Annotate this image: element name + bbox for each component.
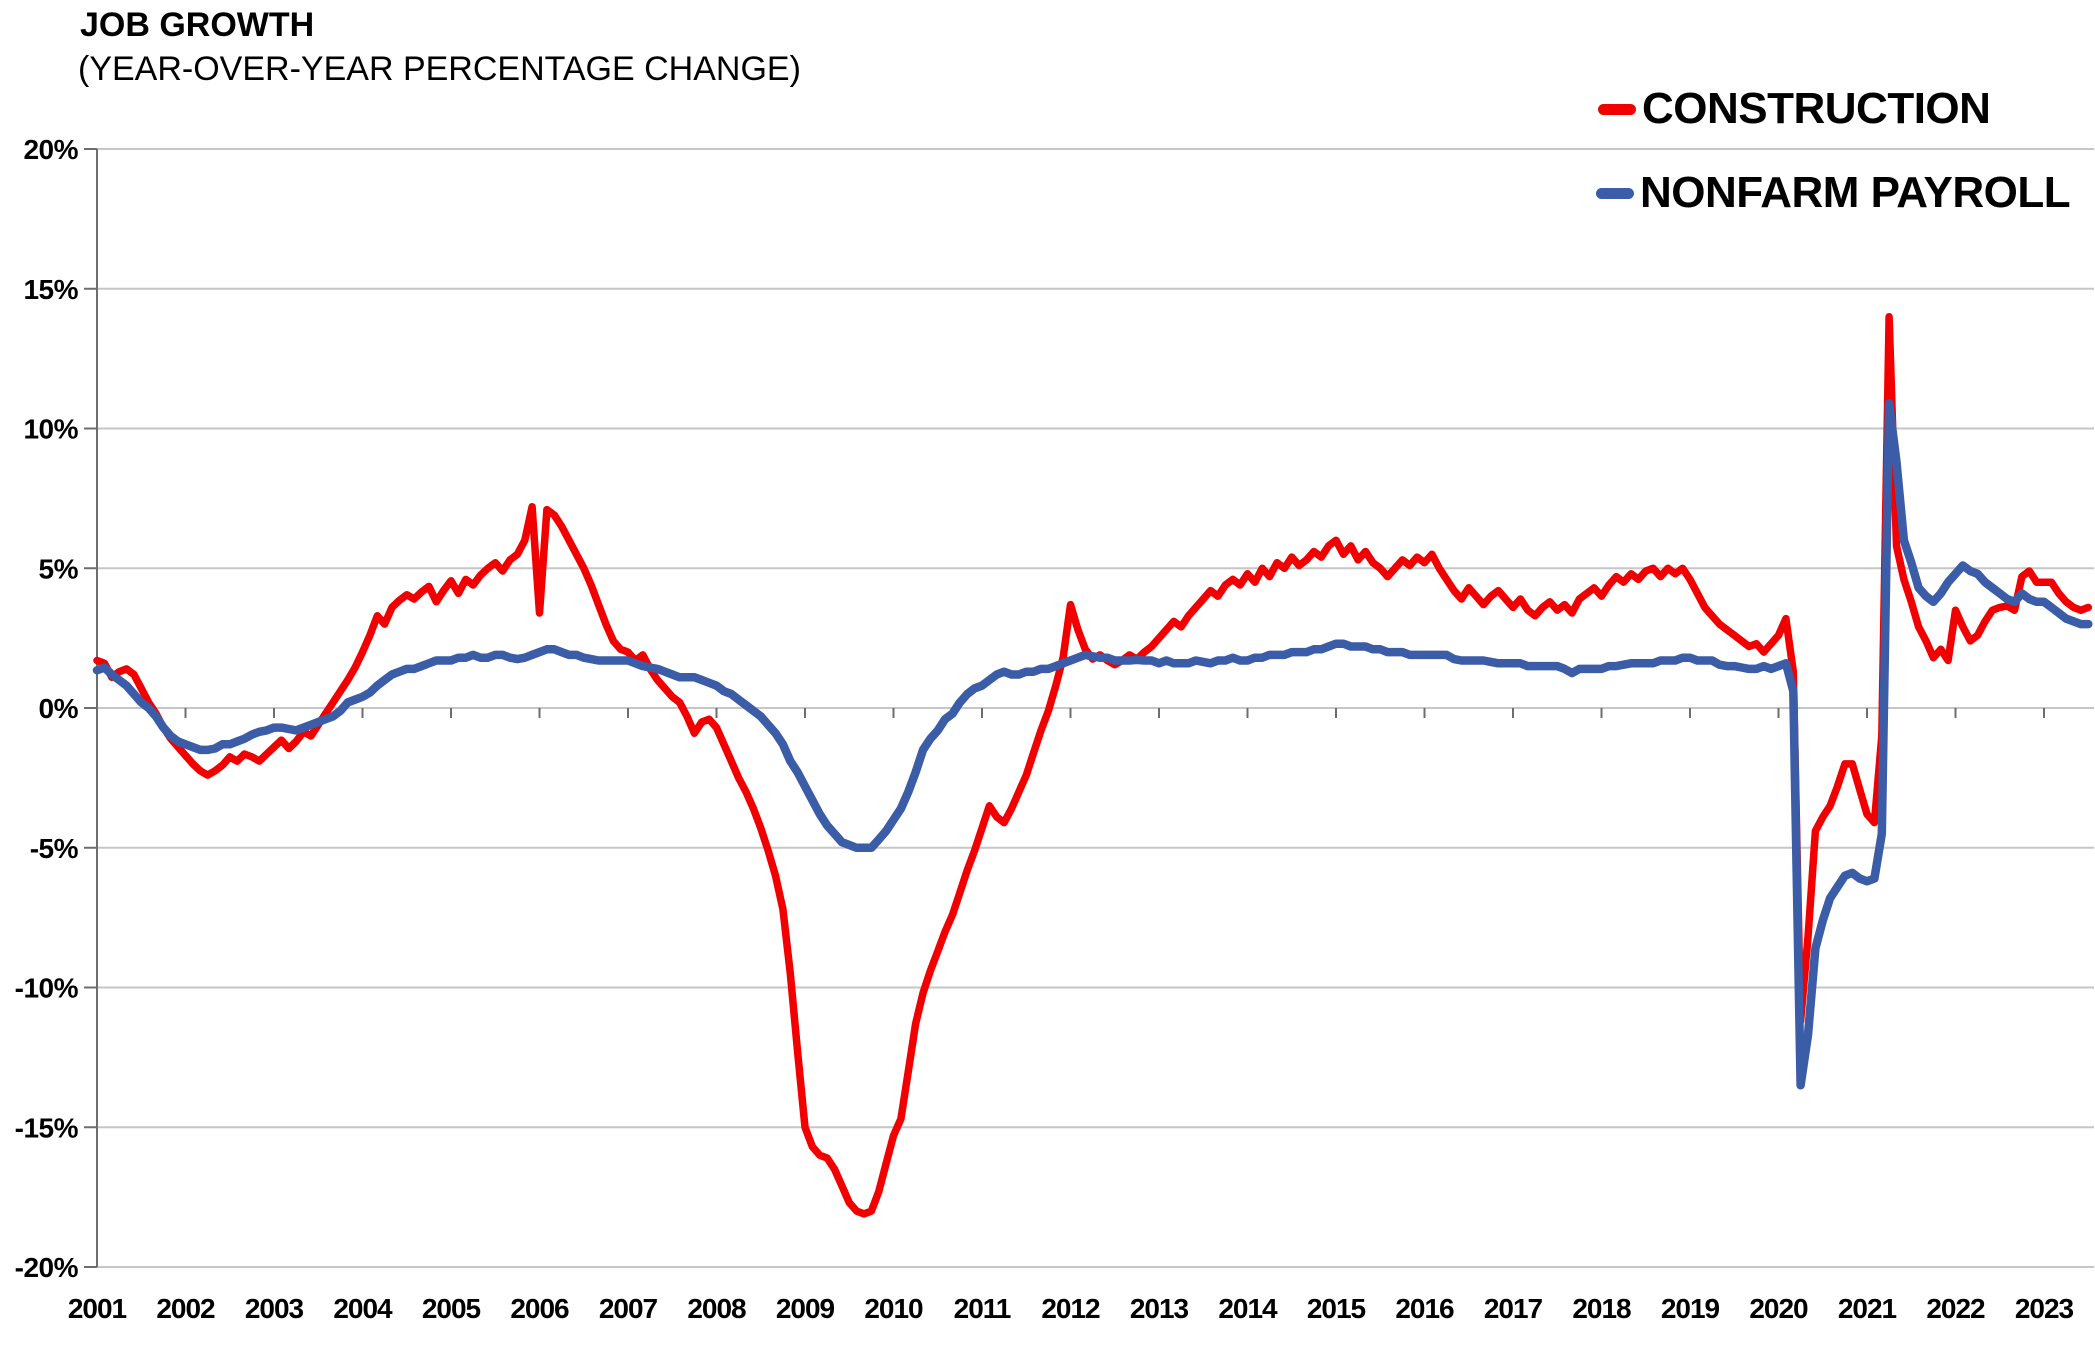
x-tick-label: 2016: [1395, 1293, 1454, 1324]
x-tick-label: 2015: [1307, 1293, 1366, 1324]
legend-item-nonfarm-payroll: NONFARM PAYROLL: [1596, 168, 2071, 217]
x-tick-label: 2005: [422, 1293, 481, 1324]
x-tick-label: 2009: [776, 1293, 835, 1324]
y-tick-label: 15%: [23, 274, 78, 305]
x-tick-label: 2017: [1484, 1293, 1543, 1324]
y-tick-label: 20%: [23, 134, 78, 165]
x-tick-label: 2004: [333, 1293, 393, 1324]
legend-label-construction: CONSTRUCTION: [1642, 84, 1991, 133]
y-tick-label: -15%: [15, 1112, 79, 1143]
x-tick-label: 2020: [1749, 1293, 1808, 1324]
y-tick-label: 10%: [23, 414, 78, 445]
y-tick-label: -20%: [15, 1252, 79, 1283]
y-tick-label: 5%: [39, 553, 79, 584]
page-title: JOB GROWTH: [80, 6, 315, 44]
legend-label-nonfarm-payroll: NONFARM PAYROLL: [1640, 168, 2071, 217]
x-tick-label: 2001: [68, 1293, 127, 1324]
x-tick-label: 2012: [1041, 1293, 1100, 1324]
x-tick-label: 2013: [1130, 1293, 1189, 1324]
x-tick-label: 2008: [687, 1293, 746, 1324]
x-tick-label: 2006: [510, 1293, 569, 1324]
x-tick-label: 2010: [864, 1293, 923, 1324]
x-tick-label: 2018: [1572, 1293, 1631, 1324]
y-tick-label: 0%: [39, 693, 79, 724]
nonfarm-payroll-line: [92, 399, 2093, 1090]
construction-line-swatch-icon: [1598, 103, 1636, 115]
page-subtitle: (YEAR-OVER-YEAR PERCENTAGE CHANGE): [78, 50, 801, 88]
x-tick-label: 2002: [156, 1293, 215, 1324]
x-tick-label: 2019: [1661, 1293, 1720, 1324]
x-tick-label: 2022: [1926, 1293, 1985, 1324]
x-tick-label: 2007: [599, 1293, 658, 1324]
x-tick-label: 2023: [2015, 1293, 2074, 1324]
y-tick-label: -10%: [15, 973, 79, 1004]
x-tick-label: 2014: [1218, 1293, 1278, 1324]
x-tick-label: 2011: [954, 1293, 1011, 1324]
construction-line: [93, 312, 2093, 1218]
x-tick-label: 2021: [1838, 1293, 1897, 1324]
x-tick-label: 2003: [245, 1293, 304, 1324]
legend-item-construction: CONSTRUCTION: [1598, 84, 1991, 133]
y-tick-label: -5%: [30, 833, 79, 864]
nonfarm-payroll-line-swatch-icon: [1596, 187, 1634, 199]
